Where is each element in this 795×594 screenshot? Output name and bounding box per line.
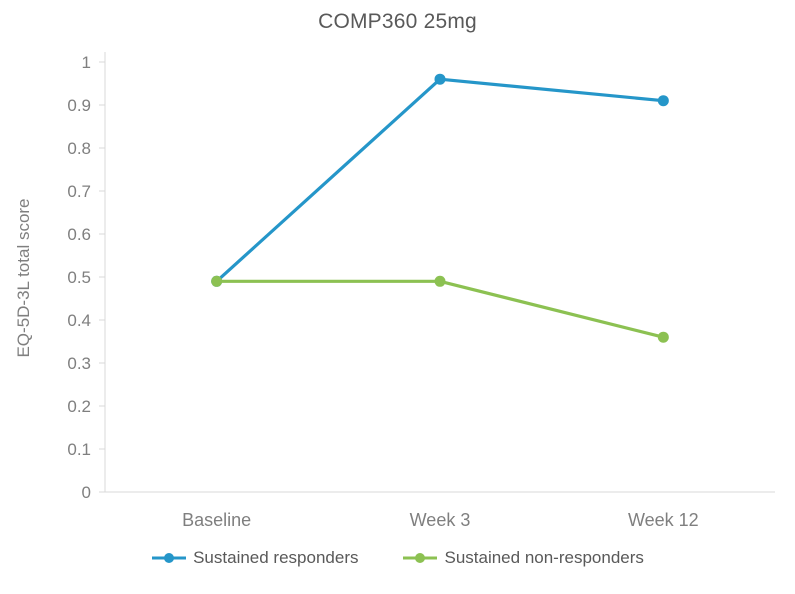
svg-text:0.8: 0.8	[67, 139, 91, 158]
legend-marker-responders-icon	[152, 553, 187, 563]
svg-text:0.5: 0.5	[67, 268, 91, 287]
legend-marker-non-responders-icon	[403, 553, 438, 563]
line-chart-svg: 0 0.1 0.2 0.3 0.4 0.5 0.6 0.7 0.8 0.9 1 Baseline Wee…	[67, 52, 775, 530]
legend-label-sustained-non-responders: Sustained non-responders	[444, 548, 644, 567]
svg-text:0.7: 0.7	[67, 182, 91, 201]
legend-item-sustained-non-responders: Sustained non-responders	[402, 548, 644, 568]
svg-text:Week 3: Week 3	[410, 510, 471, 530]
svg-text:0.4: 0.4	[67, 311, 91, 330]
svg-text:Baseline: Baseline	[182, 510, 251, 530]
svg-text:0.6: 0.6	[67, 225, 91, 244]
svg-text:0.3: 0.3	[67, 354, 91, 373]
svg-text:0.1: 0.1	[67, 440, 91, 459]
legend: Sustained responders Sustained non-respo…	[0, 548, 795, 568]
svg-text:0.9: 0.9	[67, 96, 91, 115]
svg-text:0: 0	[82, 483, 91, 502]
legend-label-sustained-responders: Sustained responders	[193, 548, 359, 567]
svg-text:1: 1	[82, 53, 91, 72]
legend-item-sustained-responders: Sustained responders	[151, 548, 358, 568]
svg-text:0.2: 0.2	[67, 397, 91, 416]
svg-text:Week 12: Week 12	[628, 510, 699, 530]
chart-title: COMP360 25mg	[318, 10, 477, 33]
